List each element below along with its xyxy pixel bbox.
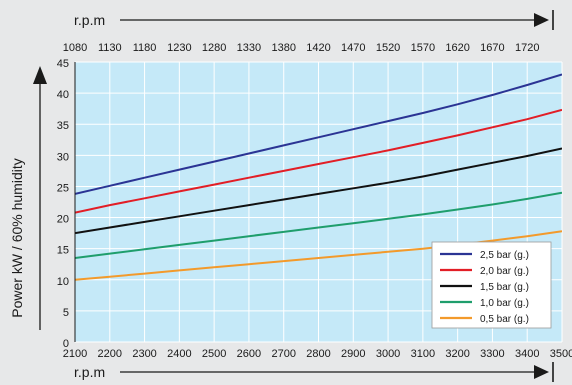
series-line (75, 73, 562, 195)
x2-tick-label: 1570 (411, 42, 435, 54)
series-line (75, 191, 562, 259)
y-tick-label: 35 (57, 120, 69, 132)
x-tick-label: 2200 (98, 348, 122, 360)
x2-tick-label: 1280 (202, 42, 226, 54)
x2-tick-label: 1180 (133, 42, 157, 54)
series-line (75, 147, 562, 235)
x-tick-label: 2900 (341, 348, 365, 360)
x-tick-label: 3400 (515, 348, 539, 360)
y-axis-arrow-head (33, 66, 47, 84)
series-line (75, 108, 562, 214)
x2-tick-label: 1130 (98, 42, 122, 54)
x-tick-label: 3500 (550, 348, 572, 360)
y-tick-label: 45 (57, 58, 69, 70)
x2-tick-label: 1080 (63, 42, 87, 54)
x-tick-label: 2300 (132, 348, 156, 360)
x2-tick-label: 1720 (515, 42, 539, 54)
y-tick-label: 5 (63, 307, 69, 319)
x-tick-label: 2100 (63, 348, 87, 360)
x2-tick-label: 1670 (480, 42, 504, 54)
y-tick-label: 15 (57, 245, 69, 257)
x2-tick-label: 1420 (306, 42, 330, 54)
x-tick-label: 2700 (271, 348, 295, 360)
x2-axis-title: r.p.m (74, 12, 105, 28)
y-tick-label: 40 (57, 89, 69, 101)
y-tick-label: 20 (57, 214, 69, 226)
x-axis-arrow-head (534, 365, 549, 379)
x2-tick-label: 1330 (237, 42, 261, 54)
x-tick-label: 2500 (202, 348, 226, 360)
legend-label: 0,5 bar (g.) (480, 314, 529, 325)
x2-tick-label: 1470 (341, 42, 365, 54)
x-axis-title: r.p.m (74, 364, 105, 380)
series-lines (75, 73, 562, 281)
y-tick-label: 25 (57, 182, 69, 194)
x-tick-label: 3100 (411, 348, 435, 360)
x-tick-label: 2800 (306, 348, 330, 360)
x2-tick-label: 1520 (376, 42, 400, 54)
y-tick-label: 10 (57, 276, 69, 288)
legend-label: 1,0 bar (g.) (480, 298, 529, 309)
x-tick-label: 3000 (376, 348, 400, 360)
y-tick-label: 0 (63, 338, 69, 350)
legend-label: 1,5 bar (g.) (480, 282, 529, 293)
y-tick-label: 30 (57, 151, 69, 163)
x2-axis-arrow-head (534, 13, 549, 27)
legend: 2,5 bar (g.) 2,0 bar (g.) 1,5 bar (g.) 1,0 … (431, 241, 552, 329)
x2-tick-label: 1380 (271, 42, 295, 54)
x-tick-label: 2400 (167, 348, 191, 360)
y-axis-title: Power kW / 60% humidity (9, 158, 25, 318)
legend-label: 2,0 bar (g.) (480, 266, 529, 277)
x-tick-label: 2600 (237, 348, 261, 360)
x2-tick-label: 1230 (167, 42, 191, 54)
x-tick-label: 3200 (445, 348, 469, 360)
x2-tick-label: 1620 (445, 42, 469, 54)
legend-label: 2,5 bar (g.) (480, 250, 529, 261)
x-tick-label: 3300 (480, 348, 504, 360)
